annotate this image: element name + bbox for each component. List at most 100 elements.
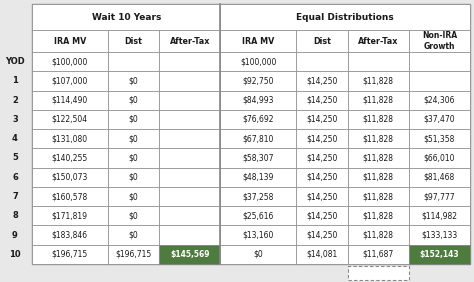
Text: $11,687: $11,687 <box>363 250 394 259</box>
Text: 1: 1 <box>12 76 18 85</box>
Text: $37,258: $37,258 <box>243 192 274 201</box>
Text: $14,250: $14,250 <box>306 211 337 220</box>
Text: YOD: YOD <box>5 57 25 66</box>
Text: $51,358: $51,358 <box>424 134 455 143</box>
Bar <box>348 225 409 245</box>
Bar <box>296 206 348 225</box>
Bar <box>159 91 220 110</box>
Text: $196,715: $196,715 <box>115 250 152 259</box>
Bar <box>409 110 470 129</box>
Bar <box>220 168 296 187</box>
Bar <box>32 110 108 129</box>
Text: 2: 2 <box>12 96 18 105</box>
Text: $11,828: $11,828 <box>363 134 394 143</box>
Text: 5: 5 <box>12 153 18 162</box>
Text: $14,250: $14,250 <box>306 76 337 85</box>
Bar <box>348 168 409 187</box>
Text: $0: $0 <box>128 115 138 124</box>
Bar <box>409 206 470 225</box>
Text: $14,250: $14,250 <box>306 153 337 162</box>
Text: $114,490: $114,490 <box>52 96 88 105</box>
Bar <box>108 168 159 187</box>
Bar <box>296 91 348 110</box>
Text: $160,578: $160,578 <box>52 192 88 201</box>
Bar <box>108 52 159 71</box>
Text: $14,250: $14,250 <box>306 115 337 124</box>
Bar <box>220 71 296 91</box>
Text: 4: 4 <box>12 134 18 143</box>
Bar <box>220 187 296 206</box>
Bar <box>220 30 296 52</box>
Bar <box>32 245 108 264</box>
Text: $97,777: $97,777 <box>424 192 455 201</box>
Text: $84,993: $84,993 <box>242 96 274 105</box>
Bar <box>220 52 296 71</box>
Bar <box>159 225 220 245</box>
Text: $48,139: $48,139 <box>243 173 274 182</box>
Text: $0: $0 <box>128 153 138 162</box>
Bar <box>296 148 348 168</box>
Bar <box>32 91 108 110</box>
Bar <box>159 30 220 52</box>
Text: IRA MV: IRA MV <box>242 36 274 45</box>
Text: $196,715: $196,715 <box>52 250 88 259</box>
Bar <box>32 4 220 30</box>
Bar <box>159 187 220 206</box>
Bar <box>159 129 220 148</box>
Bar <box>296 187 348 206</box>
Text: $14,250: $14,250 <box>306 134 337 143</box>
Text: $114,982: $114,982 <box>421 211 457 220</box>
Bar <box>220 225 296 245</box>
Text: 10: 10 <box>9 250 21 259</box>
Text: $0: $0 <box>128 192 138 201</box>
Bar <box>296 225 348 245</box>
Bar <box>108 129 159 148</box>
Text: $92,750: $92,750 <box>242 76 274 85</box>
Bar <box>348 129 409 148</box>
Text: Dist: Dist <box>313 36 331 45</box>
Bar <box>159 245 220 264</box>
Text: $152,143: $152,143 <box>419 250 459 259</box>
Text: $14,250: $14,250 <box>306 96 337 105</box>
Bar <box>32 148 108 168</box>
Text: $0: $0 <box>253 250 263 259</box>
Bar <box>409 168 470 187</box>
Bar <box>108 30 159 52</box>
Bar <box>32 129 108 148</box>
Text: $0: $0 <box>128 76 138 85</box>
Bar <box>296 71 348 91</box>
Bar <box>159 52 220 71</box>
Text: $133,133: $133,133 <box>421 231 457 240</box>
Text: $0: $0 <box>128 211 138 220</box>
Text: 9: 9 <box>12 231 18 240</box>
Text: $171,819: $171,819 <box>52 211 88 220</box>
Text: $11,828: $11,828 <box>363 173 394 182</box>
Text: $24,306: $24,306 <box>424 96 455 105</box>
Bar <box>409 129 470 148</box>
Text: 6: 6 <box>12 173 18 182</box>
Text: Wait 10 Years: Wait 10 Years <box>91 12 161 21</box>
Text: $100,000: $100,000 <box>52 57 88 66</box>
Text: 3: 3 <box>12 115 18 124</box>
Bar <box>220 148 296 168</box>
Text: $66,010: $66,010 <box>424 153 455 162</box>
Bar <box>220 245 296 264</box>
Text: $25,616: $25,616 <box>243 211 274 220</box>
Bar <box>296 110 348 129</box>
Bar <box>409 91 470 110</box>
Text: 8: 8 <box>12 211 18 220</box>
Text: $140,255: $140,255 <box>52 153 88 162</box>
Bar <box>296 30 348 52</box>
Bar <box>348 148 409 168</box>
Text: Dist: Dist <box>125 36 142 45</box>
Bar <box>348 245 409 264</box>
Bar <box>296 168 348 187</box>
Text: $11,828: $11,828 <box>363 231 394 240</box>
Bar <box>159 110 220 129</box>
Text: Non-IRA
Growth: Non-IRA Growth <box>422 31 457 51</box>
Bar <box>108 245 159 264</box>
Text: $122,504: $122,504 <box>52 115 88 124</box>
Bar <box>220 4 470 30</box>
Bar <box>108 148 159 168</box>
Bar <box>409 148 470 168</box>
